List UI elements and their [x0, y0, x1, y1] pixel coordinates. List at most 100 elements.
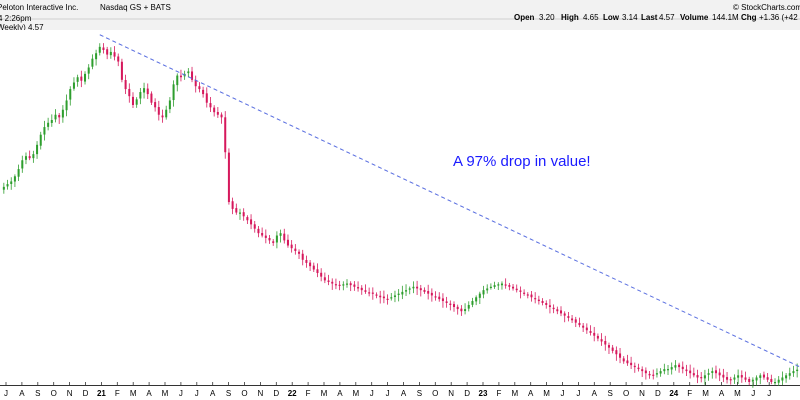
x-tick-label: D [655, 389, 661, 398]
candle-body [545, 303, 548, 305]
date-label: 4 2:26pm [0, 14, 32, 23]
candle-body [294, 248, 297, 251]
candle-body [150, 93, 153, 103]
candle-body [323, 277, 326, 281]
candle [13, 174, 16, 188]
candle-body [65, 100, 68, 111]
candle [464, 303, 467, 315]
candle-body [607, 345, 610, 348]
candle-body [526, 294, 529, 296]
candle [467, 301, 470, 312]
candle [334, 278, 337, 290]
x-tick-label: N [67, 389, 73, 398]
candle-body [574, 319, 577, 323]
candle-body [619, 353, 622, 358]
candle-body [766, 377, 769, 380]
candles-layer [2, 43, 799, 388]
candle [630, 356, 633, 370]
candle [268, 234, 271, 244]
candle-body [397, 293, 400, 295]
candle [264, 229, 267, 244]
candle-body [17, 169, 20, 177]
candle-body [781, 377, 784, 381]
candle-body [571, 318, 574, 321]
stat-low-label: Low [603, 13, 620, 22]
chart-header-background [0, 0, 800, 30]
candle [788, 367, 791, 380]
candle-body [449, 303, 452, 305]
candle-body [681, 366, 684, 370]
candle [585, 323, 588, 334]
x-tick-label: O [432, 389, 438, 398]
candle-body [253, 224, 256, 229]
candle-body [371, 292, 374, 294]
candle-body [393, 295, 396, 297]
x-tick-label: M [130, 389, 137, 398]
candle [146, 83, 149, 100]
candle-body [512, 286, 515, 289]
candle-body [32, 154, 35, 159]
candle-body [655, 373, 658, 375]
candle [135, 97, 138, 108]
candle-body [430, 292, 433, 296]
candle [655, 368, 658, 378]
candle [530, 291, 533, 302]
candle-body [357, 287, 360, 289]
candle [537, 295, 540, 305]
candle [386, 294, 389, 305]
candle-body [497, 284, 500, 286]
candle [648, 370, 651, 379]
candle-body [626, 360, 629, 364]
candle-body [493, 285, 496, 287]
candle [681, 361, 684, 374]
candle [117, 53, 120, 67]
candle-body [84, 73, 87, 82]
candle-body [364, 290, 367, 292]
candle-body [622, 358, 625, 362]
candle [430, 288, 433, 302]
candle [32, 150, 35, 163]
candle [209, 97, 212, 113]
x-axis-ticks: J A S O N D 21 F M A M J J A S O N D 22 F M A M J J A S O N D 23 F M A M J J… [4, 382, 771, 398]
candle [785, 372, 788, 383]
candle-body [788, 373, 791, 376]
candle-body [726, 377, 729, 380]
candle [401, 285, 404, 300]
candle-body [489, 286, 492, 288]
candle [718, 368, 721, 382]
x-tick-label: J [179, 389, 183, 398]
candle [179, 69, 182, 82]
candle-body [334, 284, 337, 286]
x-tick-label: O [623, 389, 629, 398]
candle-body [120, 61, 123, 80]
candle [168, 97, 171, 114]
candle [139, 88, 142, 105]
candle [663, 363, 666, 375]
candle-body [707, 373, 710, 375]
candle [238, 208, 242, 220]
candle-body [349, 283, 352, 286]
candle [475, 295, 478, 306]
candle [438, 292, 441, 302]
candle [143, 82, 146, 99]
candle [519, 286, 522, 299]
candle [556, 306, 559, 315]
x-tick-label: N [258, 389, 264, 398]
candle-body [312, 265, 315, 270]
candle [504, 278, 507, 289]
candle [637, 363, 640, 372]
candle [755, 375, 758, 386]
candle [65, 94, 68, 117]
candle [744, 371, 747, 383]
candle-body [58, 115, 61, 118]
x-tick-label: N [448, 389, 454, 398]
candle-body [187, 71, 190, 74]
candle-body [674, 365, 677, 368]
candle-body [744, 377, 747, 380]
stat-last-value: 4.57 [659, 13, 675, 22]
candle-body [748, 378, 751, 382]
candle-body [131, 96, 135, 105]
candle-body [87, 67, 90, 74]
x-tick-label: 23 [479, 389, 488, 398]
candle-body [168, 100, 171, 110]
